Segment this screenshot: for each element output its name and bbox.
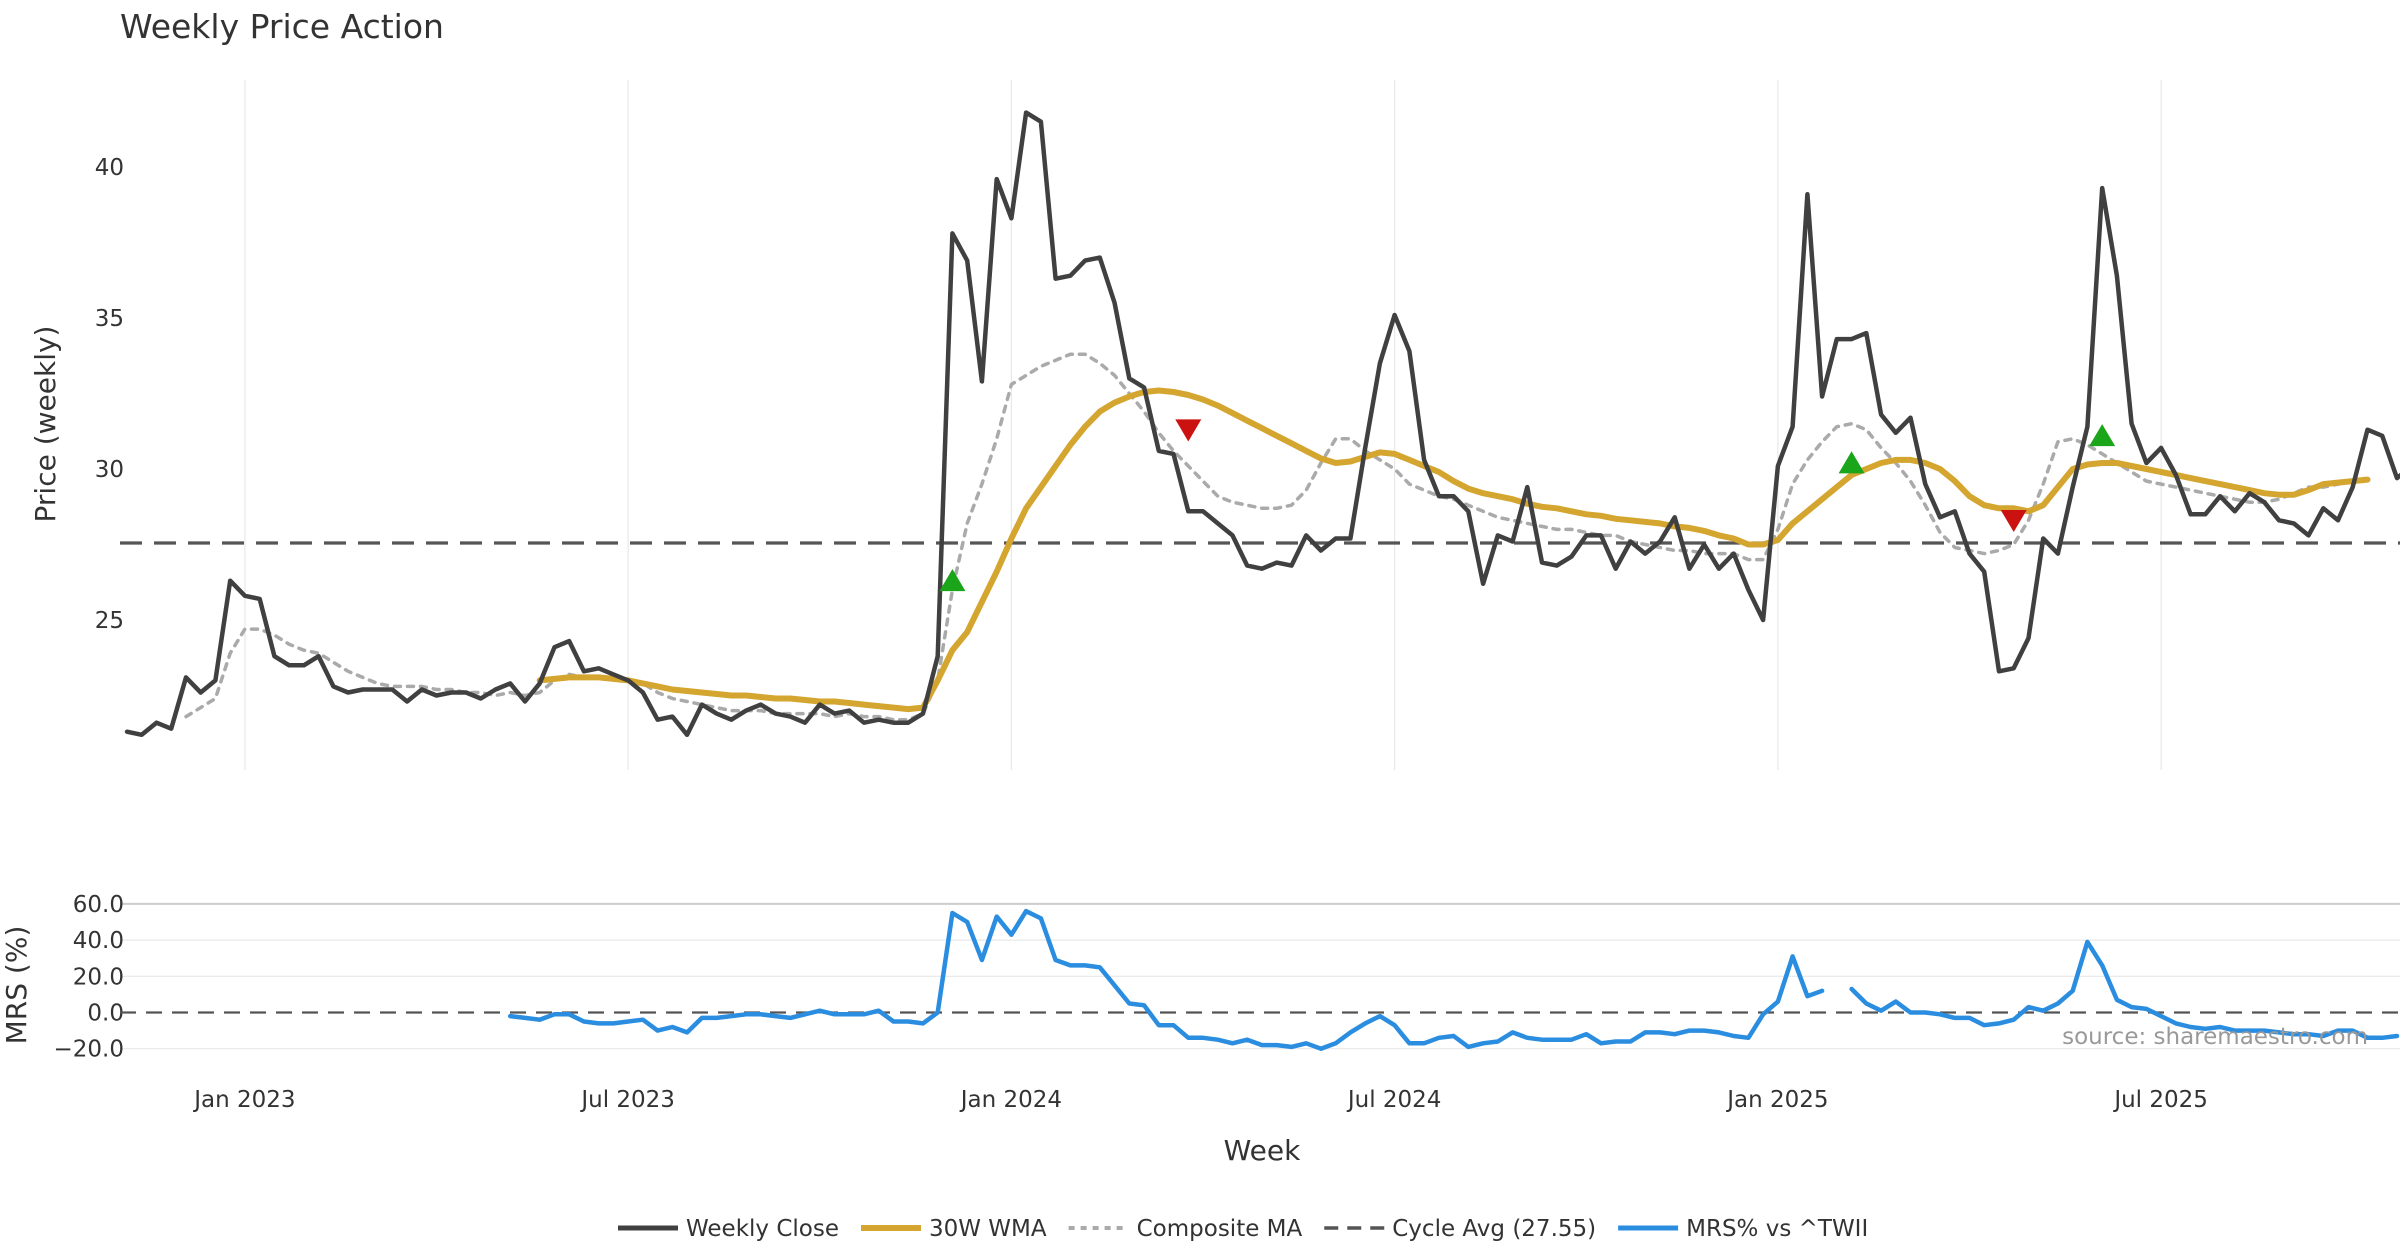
price-y-ticks: 25 30 35 40 [95,155,124,634]
weekly-close-line [124,110,2400,738]
legend-label: MRS% vs ^TWII [1686,1216,1868,1242]
mrs-y-tick-label: −20.0 [54,1037,124,1063]
x-axis-label: Week [1224,1134,1301,1167]
x-tick-label: Jan 2023 [192,1087,295,1113]
30w-wma-line [536,387,2371,713]
mrs-line [507,908,2400,1051]
chart-title: Weekly Price Action [120,7,444,46]
x-tick-labels: Jan 2023 Jul 2023 Jan 2024 Jul 2024 Jan 2025… [192,1087,2208,1113]
x-tick-label: Jan 2025 [1725,1087,1828,1113]
mrs-y-ticks: 60.0 40.0 20.0 0.0 −20.0 [54,892,124,1063]
price-y-tick-label: 35 [95,306,124,332]
buy-signal-marker [939,569,966,592]
legend-label: 30W WMA [929,1216,1047,1242]
price-panel-grid [244,80,2162,770]
composite-ma-line [184,352,2370,722]
x-tick-label: Jul 2025 [2112,1087,2208,1113]
sell-signal-marker [2000,509,2027,533]
legend: Weekly Close 30W WMA Composite MA Cycle Avg… [618,1216,1868,1242]
price-y-tick-label: 30 [95,457,124,483]
mrs-y-tick-label: 60.0 [73,892,124,918]
legend-label: Cycle Avg (27.55) [1392,1216,1596,1242]
price-y-axis-label: Price (weekly) [29,326,62,523]
source-watermark: source: sharemaestro.com [2062,1024,2368,1050]
price-series [124,110,2400,738]
mrs-y-tick-label: 0.0 [87,1001,124,1027]
mrs-y-tick-label: 20.0 [73,964,124,990]
price-y-tick-label: 25 [95,608,124,634]
legend-label: Weekly Close [686,1216,839,1242]
mrs-panel-grid [120,902,2400,1050]
sell-signal-marker [1175,419,1202,442]
signal-markers [939,419,2116,592]
x-tick-label: Jul 2023 [579,1087,675,1113]
mrs-series [507,908,2400,1051]
buy-signal-marker [2089,424,2116,447]
x-tick-label: Jul 2024 [1346,1087,1442,1113]
mrs-y-tick-label: 40.0 [73,928,124,954]
x-tick-label: Jan 2024 [959,1087,1062,1113]
price-y-tick-label: 40 [95,155,124,181]
legend-label: Composite MA [1137,1216,1303,1242]
buy-signal-marker [1838,451,1865,474]
mrs-y-axis-label: MRS (%) [0,926,33,1045]
